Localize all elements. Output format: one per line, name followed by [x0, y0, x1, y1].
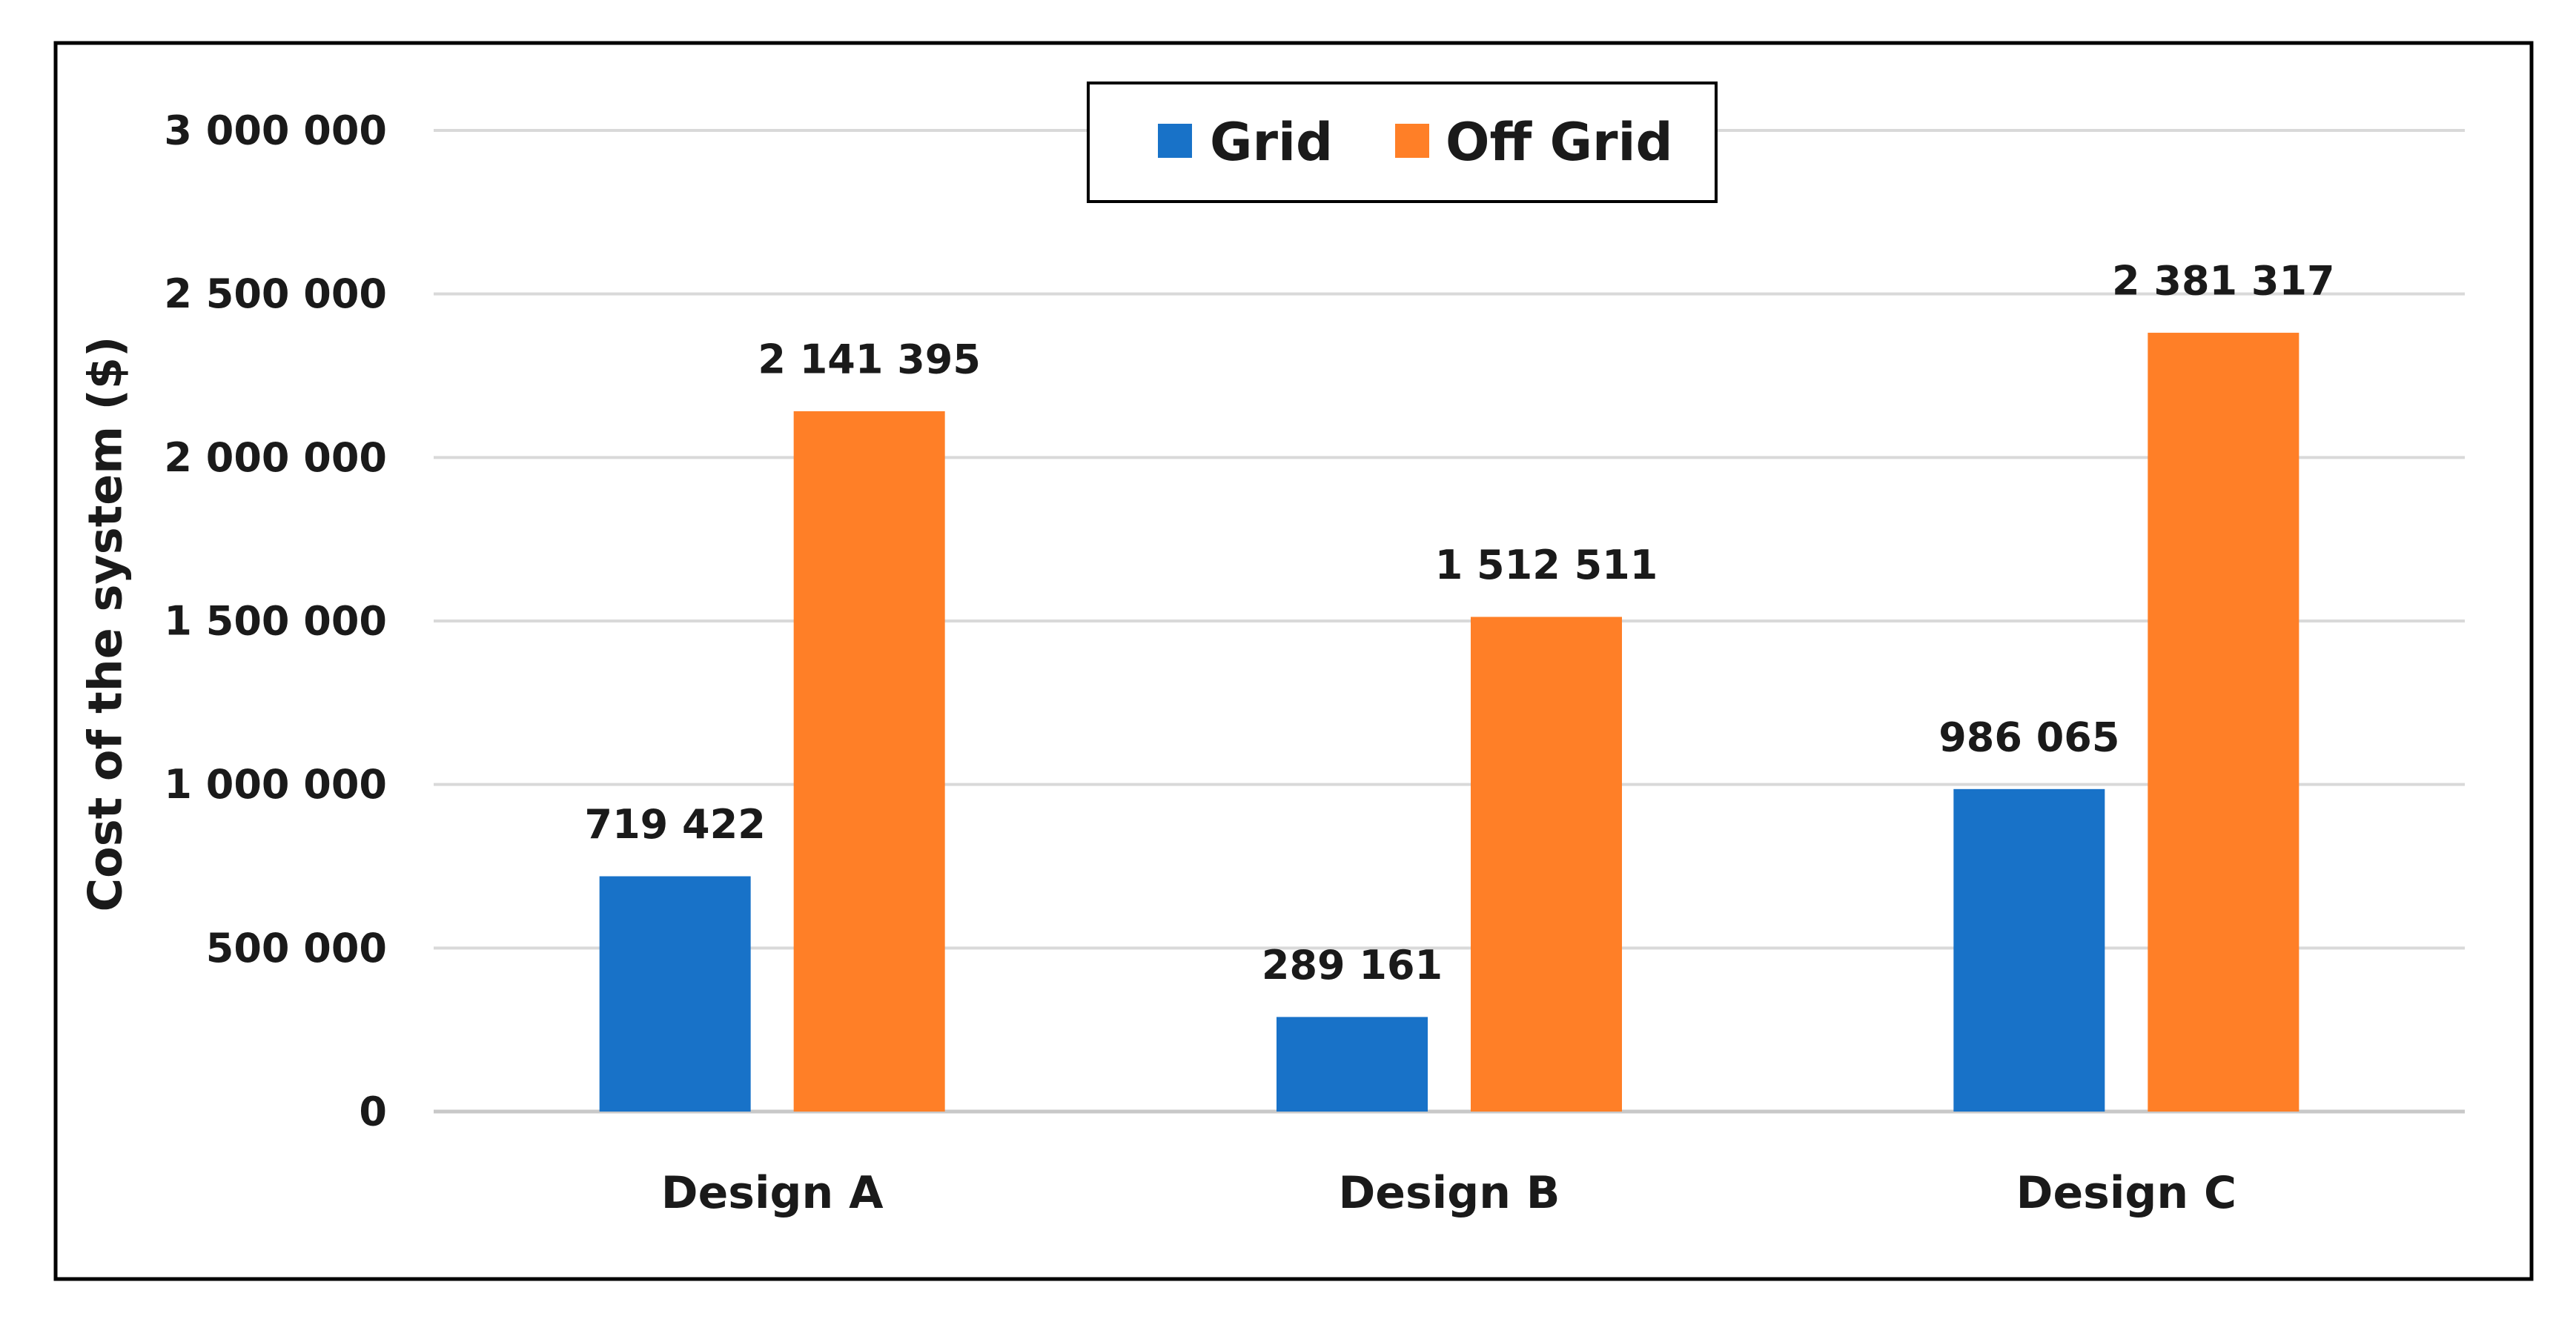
x-category-label: Design A: [661, 1167, 884, 1219]
y-tick-label: 2 500 000: [164, 270, 387, 317]
bar-grid-design-a: [599, 876, 751, 1112]
data-labels: 719 422 2 141 395 289 161 1 512 511 986 065 2…: [585, 258, 2335, 989]
legend-swatch-grid: [1158, 124, 1192, 158]
legend-label-off-grid: Off Grid: [1446, 112, 1673, 173]
y-tick-label: 3 000 000: [164, 107, 387, 154]
y-tick-label: 2 000 000: [164, 434, 387, 481]
data-label: 986 065: [1938, 714, 2119, 760]
y-tick-label: 0: [359, 1089, 387, 1135]
y-axis-ticks: 0 500 000 1 000 000 1 500 000 2 000 000 2 500…: [164, 107, 387, 1135]
bar-off-grid-design-a: [793, 411, 945, 1112]
x-category-label: Design B: [1338, 1167, 1560, 1219]
data-label: 1 512 511: [1435, 542, 1658, 588]
gridlines: [434, 129, 2465, 1114]
bar-grid-design-b: [1277, 1017, 1428, 1112]
legend-swatch-off-grid: [1395, 124, 1429, 158]
y-tick-label: 500 000: [206, 925, 387, 971]
data-label: 289 161: [1262, 942, 1443, 989]
y-tick-label: 1 000 000: [164, 761, 387, 808]
y-tick-label: 1 500 000: [164, 598, 387, 645]
x-category-label: Design C: [2016, 1167, 2236, 1219]
bar-grid-design-c: [1953, 788, 2105, 1112]
data-label: 2 141 395: [758, 336, 981, 382]
legend-label-grid: Grid: [1210, 112, 1333, 173]
bar-off-grid-design-b: [1471, 617, 1622, 1112]
data-label: 719 422: [585, 801, 766, 848]
data-label: 2 381 317: [2112, 258, 2335, 305]
x-axis-categories: Design A Design B Design C: [661, 1167, 2236, 1219]
bars: [599, 333, 2299, 1112]
y-axis-title: Cost of the system ($): [79, 336, 133, 912]
bar-off-grid-design-c: [2148, 333, 2299, 1112]
legend: Grid Off Grid: [1087, 82, 1718, 203]
